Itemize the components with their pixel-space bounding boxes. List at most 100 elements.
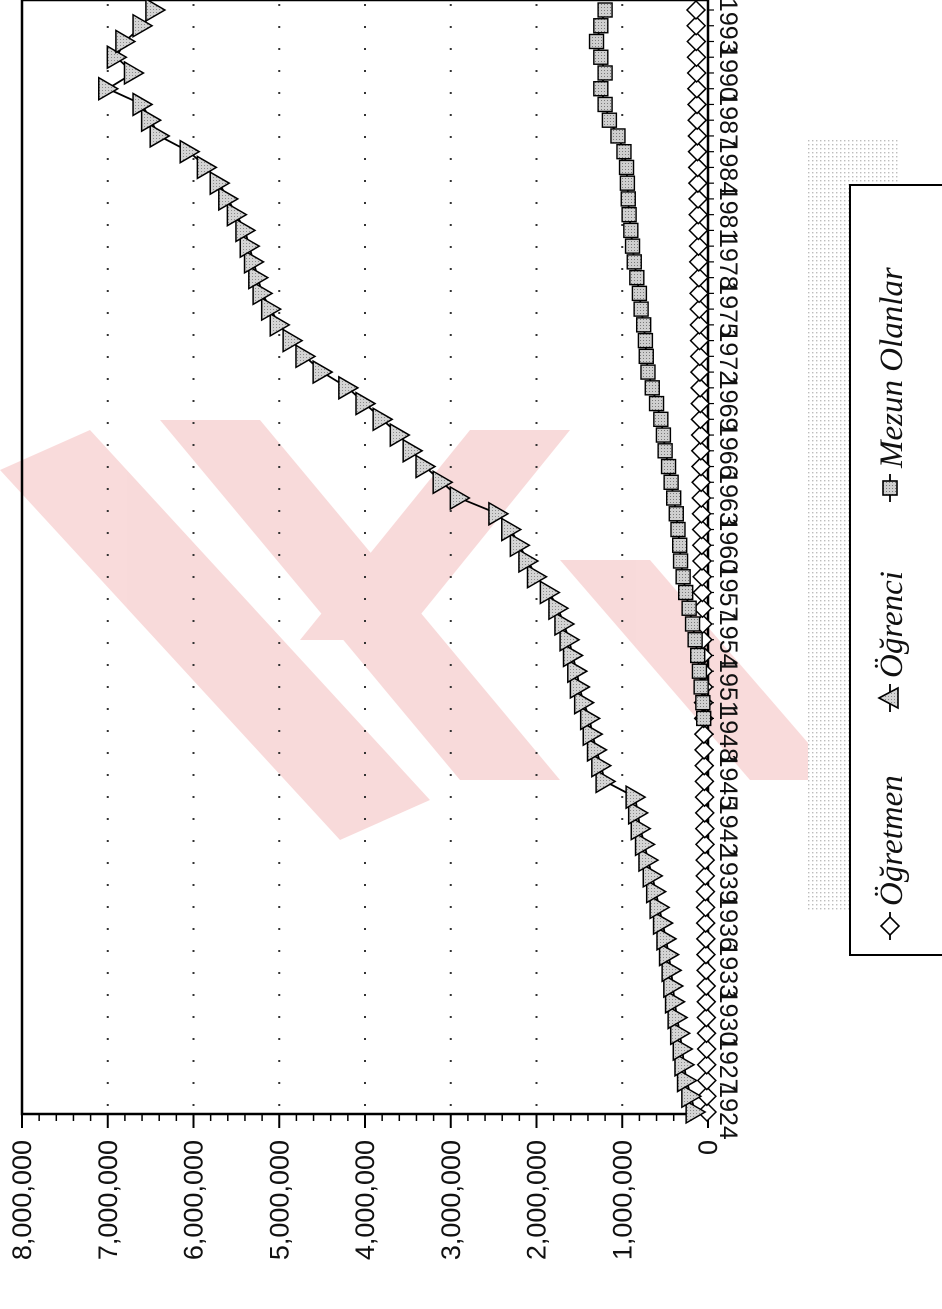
data-point-mezun-olanlar: [644, 380, 660, 396]
data-point-ogrenci: [252, 281, 274, 306]
data-point-ogretmen: [695, 881, 716, 902]
data-point-ogrenci: [630, 816, 652, 841]
data-point-mezun-olanlar: [660, 458, 677, 475]
data-point-ogrenci: [295, 344, 317, 369]
legend-label-ogrenci: Öğrenci: [873, 571, 910, 678]
data-point-ogretmen: [687, 141, 708, 162]
data-point-ogrenci: [218, 186, 240, 212]
data-point-ogretmen: [685, 0, 707, 21]
data-point-ogretmen: [696, 991, 717, 1012]
data-point-ogretmen: [689, 314, 710, 335]
data-point-mezun-olanlar: [610, 128, 626, 144]
data-point-mezun-olanlar: [681, 600, 697, 616]
data-point-ogrenci: [649, 895, 671, 920]
data-point-ogrenci: [569, 674, 591, 700]
data-point-ogretmen: [690, 409, 711, 430]
data-point-ogrenci: [586, 737, 609, 763]
data-point-ogrenci: [132, 13, 154, 39]
series-layer: [98, 0, 718, 1125]
x-tick-label: 1963: [714, 470, 742, 526]
data-point-ogrenci: [260, 296, 283, 322]
x-tick-label: 1978: [714, 234, 742, 290]
data-point-ogretmen: [690, 424, 711, 446]
data-point-ogrenci: [656, 926, 678, 952]
data-point-ogrenci: [645, 879, 668, 904]
data-point-ogretmen: [696, 975, 717, 997]
x-tick-label: 1930: [714, 990, 742, 1046]
data-point-ogretmen: [691, 487, 712, 509]
data-point-ogretmen: [696, 960, 717, 981]
data-point-mezun-olanlar: [670, 521, 686, 538]
data-point-mezun-olanlar: [668, 506, 684, 522]
legend-item-mezun-olanlar: Mezun Olanlar: [874, 267, 910, 502]
x-tick-label: 1942: [714, 801, 742, 857]
x-tick-label: 1924: [714, 1084, 742, 1140]
data-point-ogretmen: [686, 15, 707, 36]
data-point-ogrenci: [389, 422, 411, 448]
data-point-ogrenci: [248, 265, 270, 290]
data-point-ogretmen: [695, 850, 716, 871]
data-point-ogrenci: [402, 438, 424, 464]
data-point-mezun-olanlar: [597, 65, 613, 81]
data-point-ogrenci: [269, 312, 291, 338]
data-point-mezun-olanlar: [616, 143, 632, 160]
data-point-ogretmen: [693, 739, 715, 760]
data-point-ogretmen: [689, 299, 710, 320]
data-point-ogrenci: [625, 784, 647, 810]
data-point-mezun-olanlar: [633, 301, 649, 317]
data-point-ogrenci: [526, 564, 548, 590]
x-tick-label: 1933: [714, 943, 742, 999]
triangle-marker-icon: [877, 686, 899, 710]
y-tick-label: 2,000,000: [522, 1140, 552, 1260]
data-point-ogretmen: [694, 818, 715, 839]
legend: Öğretmen Öğrenci Mezun Olanlar: [849, 184, 942, 956]
data-point-ogretmen: [695, 944, 717, 965]
y-tick-label: 7,000,000: [93, 1140, 123, 1260]
data-point-mezun-olanlar: [593, 49, 609, 65]
data-point-ogrenci: [676, 1068, 699, 1093]
data-point-ogrenci: [312, 359, 334, 385]
data-point-ogretmen: [694, 771, 715, 792]
x-tick-label: 1990: [714, 45, 742, 101]
data-point-mezun-olanlar: [696, 710, 712, 727]
data-point-ogrenci: [123, 60, 145, 86]
x-tick-label: 1981: [714, 187, 742, 243]
legend-label-mezun-olanlar: Mezun Olanlar: [874, 267, 910, 469]
data-point-ogretmen: [691, 519, 712, 540]
data-point-ogrenci: [488, 501, 510, 527]
data-point-ogretmen: [687, 157, 708, 178]
data-point-ogrenci: [115, 29, 137, 54]
data-point-ogrenci: [226, 202, 248, 227]
data-point-ogrenci: [98, 76, 120, 102]
data-point-ogrenci: [663, 973, 685, 999]
data-point-mezun-olanlar: [635, 317, 652, 333]
data-point-ogrenci: [591, 753, 613, 778]
x-tick-label: 1972: [714, 329, 742, 385]
data-point-ogrenci: [132, 92, 154, 117]
data-point-ogrenci: [664, 989, 687, 1015]
data-point-ogretmen: [690, 393, 711, 414]
data-point-ogretmen: [696, 1038, 717, 1060]
data-point-ogrenci: [196, 155, 218, 180]
square-marker-icon: [882, 480, 898, 496]
data-point-mezun-olanlar: [597, 2, 613, 18]
data-point-ogrenci: [509, 532, 531, 558]
data-point-ogrenci: [652, 910, 675, 936]
data-point-ogrenci: [582, 721, 604, 747]
series-line-mezun-olanlar: [595, 9, 705, 719]
data-point-ogrenci: [539, 580, 561, 605]
x-tick-label: 1948: [714, 706, 742, 762]
y-tick-label: 6,000,000: [179, 1140, 209, 1260]
data-point-ogretmen: [696, 1070, 717, 1091]
diamond-marker-icon: [879, 915, 901, 937]
data-point-ogretmen: [689, 283, 710, 304]
data-point-mezun-olanlar: [687, 632, 703, 648]
data-point-mezun-olanlar: [638, 348, 654, 365]
data-point-ogretmen: [687, 110, 708, 131]
data-point-ogrenci: [355, 391, 377, 416]
data-point-ogrenci: [562, 643, 585, 668]
y-tick-label: 8,000,000: [7, 1140, 37, 1260]
x-tick-label: 1951: [714, 659, 742, 715]
data-point-mezun-olanlar: [655, 427, 672, 443]
data-point-ogrenci: [658, 942, 681, 967]
